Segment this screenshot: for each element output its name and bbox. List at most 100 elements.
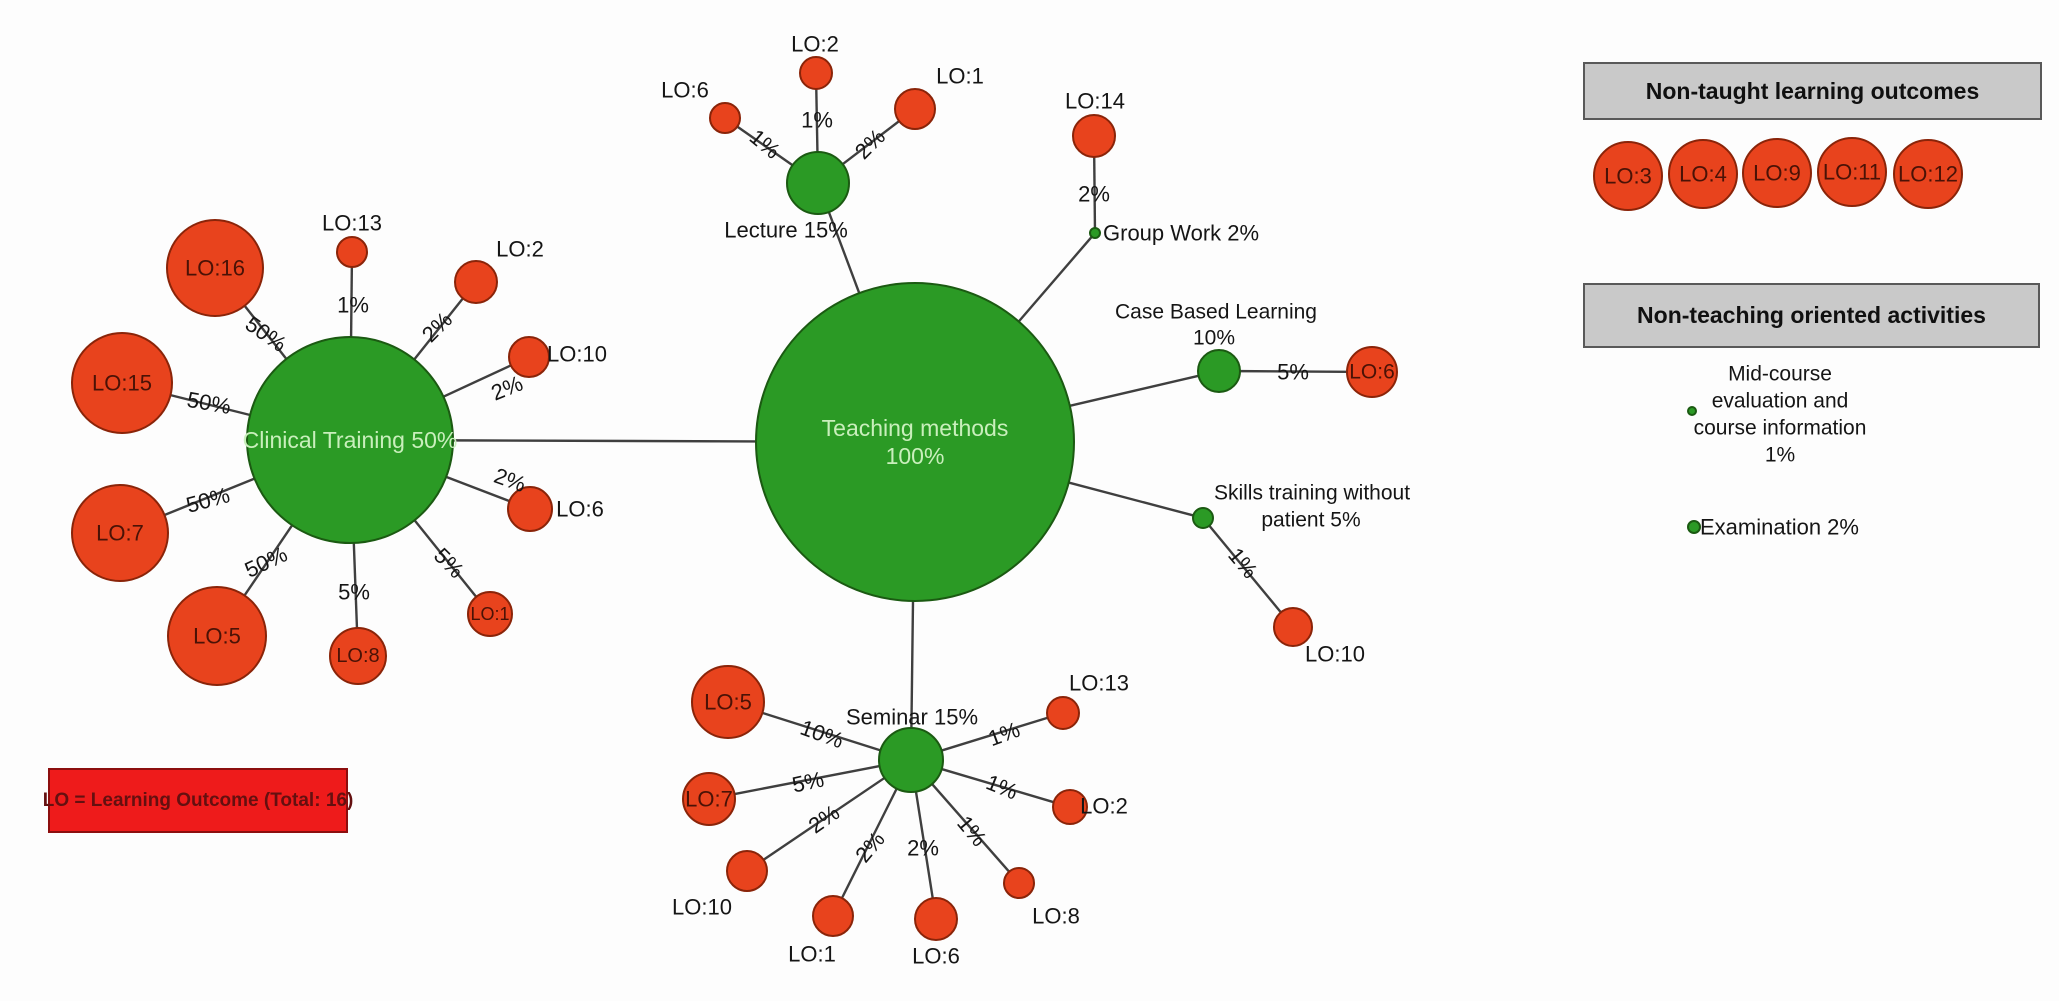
edge-teaching-seminar — [910, 600, 915, 729]
node-label-c-lo1: LO:1 — [470, 604, 509, 624]
node-s-lo10 — [1273, 607, 1313, 647]
edge-seminar-sem-lo6 — [914, 791, 934, 899]
node-midcourse-dot — [1687, 406, 1697, 416]
node-label-cbl-lo6: LO:6 — [1349, 361, 1395, 384]
node-leg-lo12 — [1893, 139, 1963, 209]
node-leg-lo3 — [1593, 141, 1663, 211]
diagram-label: Case Based Learning — [1115, 301, 1317, 324]
edge-cbl-cbl-lo6 — [1239, 369, 1348, 374]
diagram-label: LO:14 — [1065, 89, 1125, 114]
diagram-label: Mid-course — [1728, 363, 1832, 386]
node-c-lo10 — [508, 336, 550, 378]
node-teaching — [755, 282, 1075, 602]
diagram-label: LO:2 — [496, 237, 544, 262]
edge-clinical-c-lo5 — [243, 524, 294, 597]
edge-clinical-c-lo10 — [442, 364, 512, 398]
diagram-label: patient 5% — [1261, 509, 1360, 532]
edge-seminar-sem-lo2 — [941, 767, 1055, 804]
non-taught-learning-outcomes-header: Non-taught learning outcomes — [1583, 62, 2042, 120]
node-skills — [1192, 507, 1214, 529]
edge-seminar-sem-lo1 — [840, 788, 898, 899]
edge-weight-label: 1% — [745, 124, 785, 164]
edge-weight-label: 2% — [850, 827, 890, 867]
edge-teaching-cbl — [1069, 374, 1199, 408]
edge-weight-label: 1% — [337, 293, 369, 318]
diagram-label: LO:10 — [1305, 642, 1365, 667]
edge-clinical-c-lo6 — [445, 475, 510, 503]
node-label-leg-lo4: LO:4 — [1679, 162, 1727, 187]
node-label-leg-lo9: LO:9 — [1753, 161, 1801, 186]
node-clinical — [246, 336, 454, 544]
edge-weight-label: 10% — [797, 715, 847, 754]
node-label-c-lo8: LO:8 — [336, 645, 379, 667]
node-leg-lo4 — [1668, 139, 1738, 209]
node-sem-lo13 — [1046, 696, 1080, 730]
diagram-label: LO:2 — [791, 32, 839, 57]
node-l-lo6 — [709, 102, 741, 134]
diagram-label: LO:1 — [788, 942, 836, 967]
node-c-lo2 — [454, 260, 498, 304]
node-sem-lo6 — [914, 897, 958, 941]
node-label-leg-lo11: LO:11 — [1823, 160, 1881, 185]
diagram-label: course information — [1694, 417, 1867, 440]
node-label-c-lo16: LO:16 — [185, 256, 245, 281]
node-exam-dot — [1687, 520, 1701, 534]
node-c-lo16 — [166, 219, 264, 317]
edge-clinical-c-lo8 — [352, 542, 359, 629]
edge-weight-label: 1% — [801, 108, 833, 133]
edge-lecture-l-lo1 — [841, 120, 900, 166]
edge-weight-label: 50% — [185, 387, 233, 419]
node-g-lo14 — [1072, 114, 1116, 158]
learning-outcome-legend-note: LO = Learning Outcome (Total: 16) — [43, 768, 353, 833]
diagram-label: evaluation and — [1712, 390, 1849, 413]
edge-weight-label: 5% — [790, 766, 826, 797]
edge-teaching-groupwork — [1017, 236, 1093, 323]
diagram-label: LO:10 — [547, 342, 607, 367]
edge-weight-label: 2% — [850, 124, 890, 164]
edge-teaching-skills — [1068, 481, 1194, 517]
edge-seminar-sem-lo13 — [941, 716, 1049, 752]
edge-weight-label: 50% — [241, 541, 291, 582]
node-c-lo15 — [71, 332, 173, 434]
edge-weight-label: 1% — [983, 769, 1022, 804]
node-lecture — [786, 151, 850, 215]
edge-clinical-c-lo7 — [164, 477, 255, 517]
node-c-lo13 — [336, 236, 368, 268]
diagram-label: 1% — [1765, 444, 1795, 467]
edge-weight-label: 5% — [338, 580, 370, 605]
diagram-label: Lecture 15% — [724, 218, 848, 243]
edge-lecture-l-lo2 — [815, 88, 819, 153]
node-c-lo8 — [329, 627, 387, 685]
node-label-leg-lo12: LO:12 — [1898, 162, 1958, 187]
edge-clinical-c-lo2 — [413, 297, 464, 361]
diagram-label: Seminar 15% — [846, 705, 978, 730]
edge-clinical-c-lo15 — [170, 393, 251, 417]
edge-clinical-c-lo1 — [413, 519, 478, 598]
edge-teaching-clinical — [452, 439, 757, 443]
diagram-label: LO:6 — [912, 944, 960, 969]
node-label-c-lo5: LO:5 — [193, 624, 241, 649]
node-seminar — [878, 727, 944, 793]
diagram-label: Skills training without — [1214, 482, 1410, 505]
node-l-lo1 — [894, 88, 936, 130]
node-label-clinical: Clinical Training 50% — [243, 427, 458, 453]
diagram-label: Examination 2% — [1700, 515, 1859, 540]
diagram-label: LO:8 — [1032, 904, 1080, 929]
edge-weight-label: 50% — [183, 482, 232, 518]
node-label-teaching: 100% — [886, 443, 945, 469]
node-sem-lo2 — [1052, 789, 1088, 825]
edge-weight-label: 2% — [804, 800, 844, 839]
edge-weight-label: 2% — [907, 836, 939, 861]
node-c-lo1 — [467, 591, 513, 637]
edge-seminar-sem-lo8 — [931, 783, 1011, 873]
diagram-label: 10% — [1193, 327, 1235, 350]
edge-seminar-sem-lo10 — [762, 776, 886, 861]
node-c-lo6 — [507, 486, 553, 532]
edge-lecture-l-lo6 — [736, 125, 794, 167]
edge-clinical-c-lo16 — [243, 305, 288, 360]
diagram-label: Group Work 2% — [1103, 221, 1259, 246]
node-sem-lo7 — [682, 772, 736, 826]
diagram-label: LO:1 — [936, 64, 984, 89]
